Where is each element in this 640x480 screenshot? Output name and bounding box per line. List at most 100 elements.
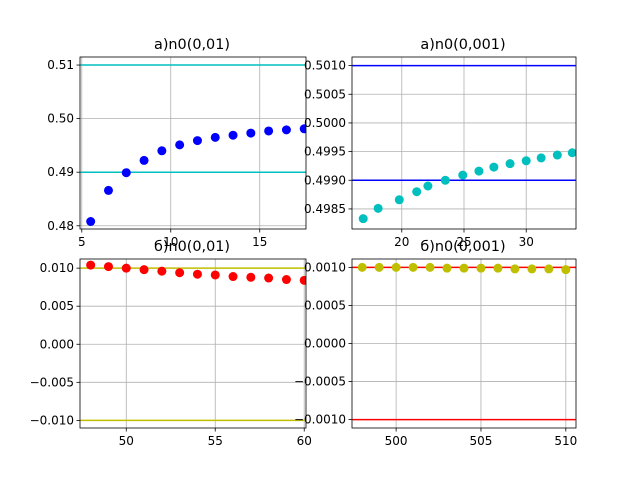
x-tick-label: 25 [456, 235, 471, 249]
data-point [357, 262, 367, 272]
data-point [536, 153, 546, 163]
data-point [412, 187, 422, 197]
subplot-title: a)n0(0,01) [154, 37, 230, 53]
x-tick-label: 20 [394, 235, 409, 249]
x-tick-label: 50 [119, 434, 134, 448]
data-point [474, 166, 484, 176]
data-point [192, 269, 202, 279]
y-tick-label: 0.4995 [304, 145, 346, 159]
data-point [103, 262, 113, 272]
data-point [210, 132, 220, 142]
data-point [391, 262, 401, 272]
y-tick-label: 0.5000 [304, 116, 346, 130]
y-tick-label: 0.000 [40, 337, 74, 351]
data-point [423, 181, 433, 191]
data-point [157, 266, 167, 276]
y-tick-label: −0.0010 [294, 413, 346, 427]
data-point [299, 124, 306, 134]
data-point [175, 140, 185, 150]
data-point [567, 148, 576, 158]
y-tick-label: 0.51 [47, 58, 74, 72]
data-point [561, 265, 571, 275]
y-tick-label: 0.49 [47, 165, 74, 179]
data-point [358, 214, 368, 224]
data-point [281, 125, 291, 135]
plot-area: 20 25 30 0.4985 0.4990 0.4995 0.5000 0.5005 0.50… [304, 56, 577, 249]
y-tick-label: −0.005 [30, 375, 74, 389]
y-tick-label: −0.010 [30, 413, 74, 427]
data-point [493, 263, 503, 273]
data-point [139, 155, 149, 165]
subplot-title: a)n0(0,001) [420, 37, 505, 53]
data-point [246, 272, 256, 282]
subplot-b-0001: 500 505 510 0.0010 0.0005 0.0000 −0.0005 −0.001… [294, 239, 577, 448]
y-tick-label: 0.010 [40, 261, 74, 275]
data-point [210, 270, 220, 280]
data-point [86, 260, 96, 270]
data-point [394, 195, 404, 205]
data-point [157, 146, 167, 156]
plot-area: 5 10 15 0.48 0.49 0.50 0.51 [47, 56, 307, 249]
x-tick-label: 5 [78, 235, 86, 249]
y-tick-label: 0.4990 [304, 173, 346, 187]
data-point [442, 263, 452, 273]
data-point [425, 262, 435, 272]
subplot-title: б)n0(0,001) [420, 239, 505, 255]
data-point [228, 130, 238, 140]
subplot-a-0001: 20 25 30 0.4985 0.4990 0.4995 0.5000 0.5005 0.50… [304, 37, 577, 249]
data-point [175, 268, 185, 278]
subplot-title: б)n0(0,01) [154, 239, 230, 255]
data-point [374, 262, 384, 272]
plot-area: 50 55 60 0.010 0.005 0.000 −0.005 −0.010 [30, 258, 312, 448]
x-tick-label: 500 [385, 434, 408, 448]
x-tick-label: 10 [163, 235, 178, 249]
y-tick-label: 0.005 [40, 299, 74, 313]
data-point [299, 275, 306, 285]
data-point [476, 263, 486, 273]
y-tick-label: −0.0005 [294, 375, 346, 389]
data-point [510, 264, 520, 274]
data-point [527, 264, 537, 274]
x-tick-label: 55 [208, 434, 223, 448]
plot-area: 500 505 510 0.0010 0.0005 0.0000 −0.0005 −0.001… [294, 258, 577, 448]
y-tick-label: 0.0005 [304, 298, 346, 312]
data-point [552, 150, 562, 160]
x-tick-label: 60 [297, 434, 312, 448]
x-tick-label: 30 [519, 235, 534, 249]
data-point [246, 128, 256, 138]
data-point [192, 136, 202, 146]
data-point [86, 216, 96, 226]
axes-frame [79, 56, 307, 230]
y-tick-label: 0.4985 [304, 202, 346, 216]
data-point [489, 162, 499, 172]
x-tick-label: 505 [470, 434, 493, 448]
data-point [281, 275, 291, 285]
data-point [521, 156, 531, 166]
subplot-a-001: 5 10 15 0.48 0.49 0.50 0.51 a)n0(0,01) [47, 37, 307, 249]
y-tick-label: 0.50 [47, 112, 74, 126]
data-point [139, 265, 149, 275]
data-point [121, 263, 131, 273]
y-tick-label: 0.5010 [304, 59, 346, 73]
subplot-b-001: 50 55 60 0.010 0.005 0.000 −0.005 −0.010 б)n0(0… [30, 239, 312, 448]
y-tick-label: 0.48 [47, 219, 74, 233]
data-point [103, 185, 113, 195]
data-point [544, 264, 554, 274]
y-tick-label: 0.0000 [304, 337, 346, 351]
data-point [228, 272, 238, 282]
axes-frame [79, 258, 307, 429]
data-point [408, 262, 418, 272]
data-point [121, 168, 131, 178]
data-point [264, 273, 274, 283]
data-point [373, 203, 383, 213]
data-point [459, 263, 469, 273]
data-point [440, 175, 450, 185]
x-tick-label: 15 [252, 235, 267, 249]
y-tick-label: 0.0010 [304, 260, 346, 274]
x-tick-label: 510 [554, 434, 577, 448]
data-point [458, 170, 468, 180]
y-tick-label: 0.5005 [304, 87, 346, 101]
data-point [264, 126, 274, 136]
